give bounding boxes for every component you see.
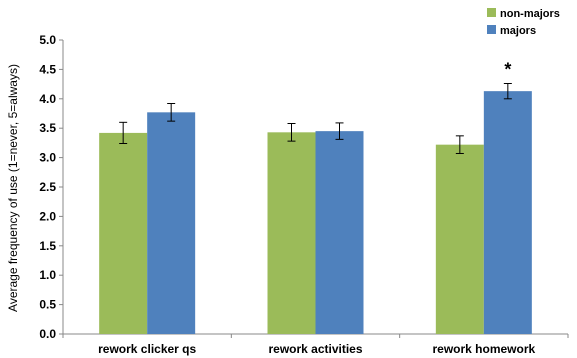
plot-area: 0.0 0.5 1.0 1.5 2.0 2.5 3.0 3.5 4.0 4.5 5.0 rework …	[39, 33, 569, 356]
bar-non-majors-0	[99, 132, 148, 334]
bar-majors-2	[483, 91, 532, 334]
legend-swatch-non-majors	[487, 8, 496, 17]
bar-non-majors-2	[435, 144, 484, 334]
bar-non-majors-1	[267, 132, 316, 334]
legend-label-majors: majors	[500, 25, 536, 37]
y-tick-label: 3.5	[39, 121, 56, 135]
bar-majors-0	[147, 112, 196, 334]
y-tick-label: 1.5	[39, 239, 56, 253]
y-tick-label: 3.0	[39, 151, 56, 165]
y-axis-title: Average frequency of use (1=never, 5=alw…	[6, 64, 20, 312]
x-category-label: rework clicker qs	[98, 342, 196, 356]
y-tick-label: 5.0	[39, 33, 56, 47]
y-tick-label: 2.5	[39, 180, 56, 194]
y-tick-label: 2.0	[39, 209, 56, 223]
legend: non-majors majors	[487, 8, 560, 37]
y-tick-label: 0.0	[39, 327, 56, 341]
y-tick-label: 0.5	[39, 298, 56, 312]
y-tick-label: 4.5	[39, 62, 56, 76]
y-tick-label: 4.0	[39, 92, 56, 106]
y-tick-label: 1.0	[39, 268, 56, 282]
x-category-label: rework homework	[432, 342, 535, 356]
bar-majors-1	[315, 131, 364, 334]
legend-swatch-majors	[487, 25, 496, 34]
legend-label-non-majors: non-majors	[500, 8, 560, 20]
significance-annotation: *	[504, 60, 511, 80]
x-category-label: rework activities	[268, 342, 362, 356]
